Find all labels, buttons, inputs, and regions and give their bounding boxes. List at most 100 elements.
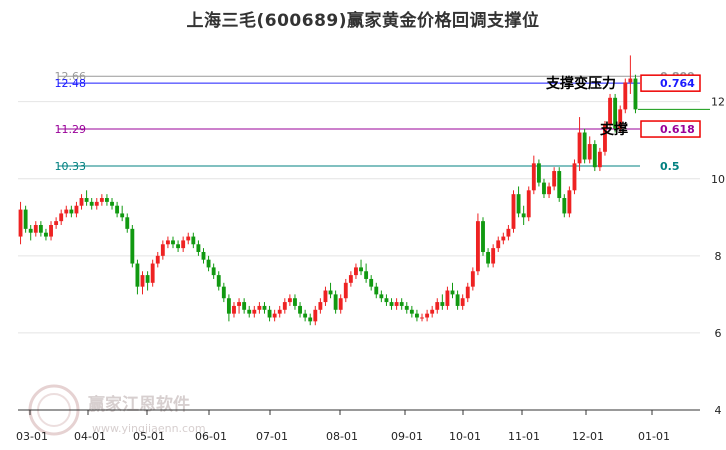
y-tick-label: 12 <box>711 96 725 109</box>
watermark-text: 赢家江恩软件 <box>88 394 190 415</box>
candle <box>435 298 440 314</box>
candle <box>120 205 125 222</box>
x-tick-label: 12-01 <box>572 430 604 443</box>
x-tick-label: 06-01 <box>195 430 227 443</box>
candle <box>389 298 394 310</box>
candle <box>338 294 343 314</box>
candle <box>501 232 506 245</box>
candle <box>84 190 89 206</box>
level-ratio-box <box>640 120 701 138</box>
level-ratio-label: 0.764 <box>660 77 695 90</box>
candle <box>348 271 353 287</box>
candle <box>23 205 28 233</box>
candle <box>59 209 64 225</box>
candle <box>542 178 546 199</box>
candle <box>587 136 592 164</box>
candle <box>491 244 496 268</box>
candle <box>110 198 114 210</box>
candle <box>272 309 277 322</box>
candle <box>475 213 480 276</box>
candle <box>69 205 74 218</box>
candle <box>186 232 191 245</box>
candle <box>171 236 175 249</box>
candle <box>287 294 292 306</box>
level-ratio-box <box>640 74 701 92</box>
candle <box>557 167 562 202</box>
candle <box>176 240 181 252</box>
candle <box>354 263 358 279</box>
candle <box>79 194 84 210</box>
candle <box>450 282 455 299</box>
candle <box>526 186 531 222</box>
candle <box>308 313 313 326</box>
candle <box>364 263 369 283</box>
chart-title: 上海三毛(600689)赢家黄金价格回调支撑位 <box>186 11 540 31</box>
candle <box>465 282 470 303</box>
candle <box>89 198 94 210</box>
candle <box>282 298 287 314</box>
candle <box>125 213 130 233</box>
y-tick-label: 10 <box>711 173 725 186</box>
candle <box>572 159 577 195</box>
candle <box>247 305 252 318</box>
candle <box>252 305 257 318</box>
candle <box>460 294 465 310</box>
candle <box>613 93 618 133</box>
x-tick-label: 08-01 <box>326 430 358 443</box>
candle <box>552 167 557 191</box>
candle <box>481 217 485 256</box>
level-price-label: 10.33 <box>55 160 87 173</box>
candle <box>531 155 536 195</box>
watermark-url: www.yingjiaenn.com <box>92 422 206 435</box>
candle <box>54 217 59 229</box>
candle <box>618 105 623 133</box>
candle <box>94 198 99 210</box>
candle <box>603 120 607 156</box>
candle <box>369 275 374 291</box>
candle <box>216 271 221 291</box>
candle <box>323 286 328 306</box>
candle <box>160 240 165 260</box>
candle <box>516 186 521 218</box>
candle <box>394 298 399 310</box>
candle <box>633 74 638 114</box>
candle <box>409 305 414 318</box>
candle <box>536 159 541 187</box>
candle <box>562 194 567 218</box>
candle <box>597 147 602 172</box>
candle <box>206 255 211 272</box>
candles <box>18 55 638 326</box>
candle <box>384 294 389 306</box>
candle <box>28 225 33 241</box>
candle <box>496 236 501 252</box>
candle <box>333 290 338 314</box>
axes: 4 6 8 10 12 03-01 04-01 05-01 06-01 07-01 08-01 09-… <box>16 96 725 443</box>
candle <box>420 313 424 322</box>
level-price-label: 12.48 <box>55 77 87 90</box>
candle <box>232 302 236 318</box>
annotation-support: 支撑 <box>599 121 628 138</box>
candle <box>221 282 226 303</box>
candle <box>33 221 38 237</box>
level-ratio-label: 0.618 <box>660 123 695 136</box>
candle <box>226 294 231 322</box>
candle <box>567 186 572 218</box>
y-tick-label: 6 <box>715 327 722 340</box>
candle <box>115 201 120 218</box>
candle <box>328 282 333 299</box>
candle <box>547 182 551 199</box>
x-tick-label: 09-01 <box>391 430 423 443</box>
x-tick-label: 07-01 <box>256 430 288 443</box>
x-tick-label: 01-01 <box>638 430 670 443</box>
x-tick-label: 04-01 <box>74 430 106 443</box>
candle <box>155 251 160 268</box>
candle <box>257 302 262 314</box>
candle <box>196 240 201 256</box>
candle <box>415 309 419 322</box>
candle <box>521 205 526 225</box>
candle <box>404 302 409 314</box>
x-tick-label: 05-01 <box>133 430 165 443</box>
